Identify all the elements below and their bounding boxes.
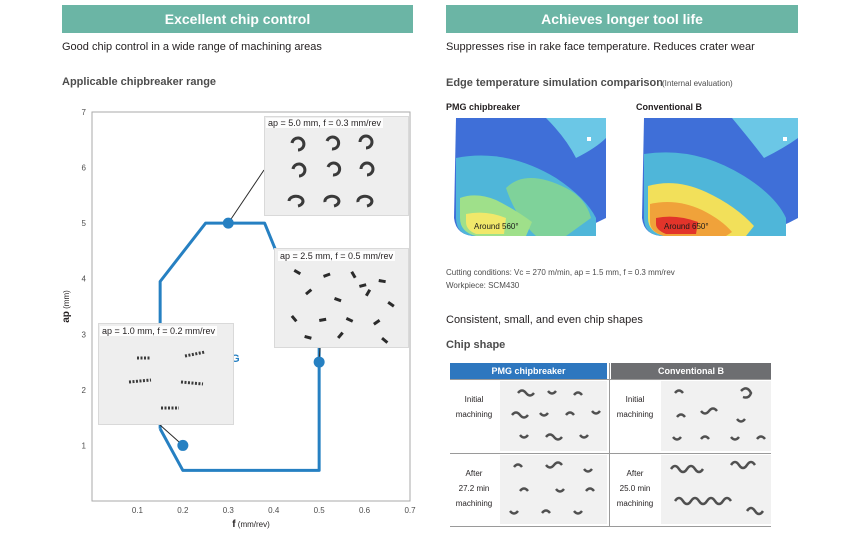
y-tick-label: 7 xyxy=(82,108,87,117)
y-tick-label: 5 xyxy=(82,219,87,228)
x-tick-label: 0.7 xyxy=(404,506,416,515)
row-after-conventional-line1: After xyxy=(626,469,644,478)
sim-conventional-graphic xyxy=(636,118,799,238)
internal-evaluation-note: (Internal evaluation) xyxy=(662,79,733,88)
chip-cell-pmg-after xyxy=(500,455,607,524)
chip-photo-ap1-label: ap = 1.0 mm, f = 0.2 mm/rev xyxy=(100,326,218,336)
chip-cell-pmg-after-image xyxy=(509,461,595,515)
table-header-conventional: Conventional B xyxy=(611,363,771,379)
x-axis-label: f (mm/rev) xyxy=(232,519,270,530)
chip-photo-ap25 xyxy=(274,248,409,348)
row-initial-pmg-line2: machining xyxy=(455,410,493,419)
y-tick-label: 4 xyxy=(82,275,87,284)
chip-control-description: Good chip control in a wide range of mac… xyxy=(62,41,322,53)
y-tick-label: 1 xyxy=(82,441,87,450)
chip-control-banner: Excellent chip control xyxy=(62,5,413,33)
chip-cell-pmg-initial-image xyxy=(511,389,601,441)
simulation-title: Edge temperature simulation comparison xyxy=(446,77,663,89)
sim-pmg-title: PMG chipbreaker xyxy=(446,102,521,112)
row-after-conventional-line3: machining xyxy=(616,499,654,508)
row-initial-conventional-line2: machining xyxy=(616,410,654,419)
y-tick-label: 2 xyxy=(82,386,87,395)
row-after-pmg-label: After 27.2 min machining xyxy=(450,466,498,511)
chip-cell-conventional-initial xyxy=(661,381,771,451)
table-rule-bottom xyxy=(450,526,771,527)
row-after-conventional-line2: 25.0 min xyxy=(619,484,651,493)
sample-point xyxy=(222,217,234,229)
sim-conventional-title: Conventional B xyxy=(636,102,703,112)
row-initial-pmg-line1: Initial xyxy=(464,395,484,404)
chip-shape-subheading: Chip shape xyxy=(446,339,506,351)
chip-photo-ap1 xyxy=(98,323,234,425)
sim-pmg-image: Around 560° xyxy=(446,118,608,238)
x-tick-label: 0.5 xyxy=(314,506,326,515)
y-tick-label: 3 xyxy=(82,330,87,339)
row-after-conventional-label: After 25.0 min machining xyxy=(611,466,659,511)
x-tick-label: 0.4 xyxy=(268,506,280,515)
chip-photo-ap5-label: ap = 5.0 mm, f = 0.3 mm/rev xyxy=(266,118,384,128)
x-tick-label: 0.3 xyxy=(223,506,235,515)
sim-conventional-temperature: Around 650° xyxy=(664,222,709,231)
table-rule-middle xyxy=(450,453,771,454)
row-initial-conventional-line1: Initial xyxy=(625,395,645,404)
sim-conventional-image: Around 650° xyxy=(636,118,799,238)
x-tick-label: 0.2 xyxy=(177,506,189,515)
sample-point xyxy=(313,356,325,368)
chip-cell-conventional-after-image xyxy=(669,460,765,516)
y-tick-label: 6 xyxy=(82,164,87,173)
cutting-conditions: Cutting conditions: Vc = 270 m/min, ap =… xyxy=(446,268,675,277)
row-after-pmg-line2: 27.2 min xyxy=(458,484,490,493)
chip-photo-ap25-label: ap = 2.5 mm, f = 0.5 mm/rev xyxy=(278,251,396,261)
sample-point xyxy=(177,439,189,451)
chip-photo-ap5-image xyxy=(287,134,375,208)
row-after-pmg-line1: After xyxy=(465,469,483,478)
x-tick-label: 0.1 xyxy=(132,506,144,515)
chip-photo-ap25-image xyxy=(290,269,395,344)
table-rule-top xyxy=(450,379,771,380)
sim-pmg-temperature: Around 560° xyxy=(474,222,519,231)
tool-life-description: Suppresses rise in rake face temperature… xyxy=(446,41,755,53)
workpiece: Workpiece: SCM430 xyxy=(446,281,520,290)
y-axis-label: ap (mm) xyxy=(61,290,72,323)
chart-title: Applicable chipbreaker range xyxy=(62,76,217,88)
row-after-pmg-line3: machining xyxy=(455,499,493,508)
x-tick-label: 0.6 xyxy=(359,506,371,515)
chip-cell-pmg-initial xyxy=(500,381,607,451)
sim-pmg-graphic xyxy=(446,118,608,238)
row-initial-pmg-label: Initial machining xyxy=(450,392,498,422)
table-header-pmg: PMG chipbreaker xyxy=(450,363,607,379)
chip-cell-conventional-after xyxy=(661,455,771,524)
chip-photo-ap1-image xyxy=(128,350,206,410)
chip-cell-conventional-initial-image xyxy=(672,387,766,441)
row-initial-conventional-label: Initial machining xyxy=(611,392,659,422)
tool-life-banner: Achieves longer tool life xyxy=(446,5,798,33)
photo-leader-line xyxy=(227,169,265,224)
chip-shape-heading: Consistent, small, and even chip shapes xyxy=(446,314,643,326)
table-rule-center xyxy=(609,363,610,526)
chip-photo-ap5 xyxy=(264,116,409,216)
